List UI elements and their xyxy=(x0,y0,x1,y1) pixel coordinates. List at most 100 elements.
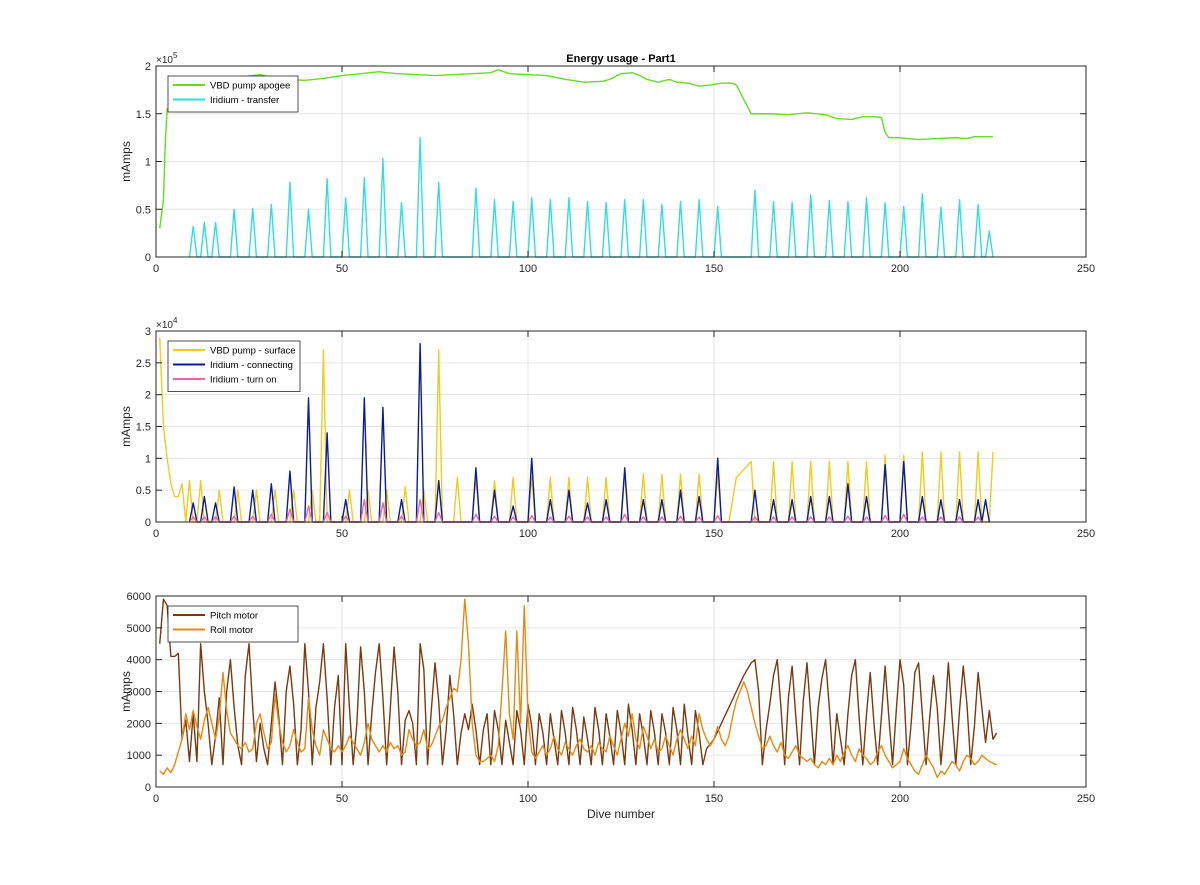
data-point xyxy=(765,728,768,731)
panel-3: 0 50 100 150 200 250 0 1000 2000 3000 4000 5000 6000… xyxy=(119,591,1095,821)
data-point xyxy=(753,189,756,192)
data-point xyxy=(344,642,347,645)
data-point xyxy=(307,208,310,211)
data-point xyxy=(701,728,704,731)
data-point xyxy=(869,671,872,674)
data-point xyxy=(809,757,812,760)
data-point xyxy=(660,498,663,501)
data-point xyxy=(363,498,366,501)
data-point xyxy=(772,460,775,463)
data-point xyxy=(285,750,288,753)
data-point xyxy=(984,757,987,760)
data-point xyxy=(422,728,425,731)
data-point xyxy=(422,668,425,671)
data-point xyxy=(623,513,626,516)
data-point xyxy=(467,728,470,731)
data-point xyxy=(977,671,980,674)
data-point xyxy=(229,658,232,661)
data-point xyxy=(891,766,894,769)
data-point xyxy=(683,738,686,741)
data-point xyxy=(292,728,295,731)
data-point xyxy=(690,763,693,766)
y-tick-label: 2 xyxy=(145,61,151,73)
data-point xyxy=(236,744,239,747)
data-point xyxy=(500,690,503,693)
data-point xyxy=(627,735,630,738)
data-point xyxy=(233,706,236,709)
data-point xyxy=(393,747,396,750)
data-point xyxy=(203,221,206,224)
legend: VBD pump apogee Iridium - transfer xyxy=(167,75,299,113)
data-point xyxy=(750,706,753,709)
data-point xyxy=(850,674,853,677)
data-point xyxy=(720,82,723,85)
data-point xyxy=(426,747,429,750)
y-tick-label: 2.5 xyxy=(136,358,151,370)
data-point xyxy=(876,750,879,753)
data-point xyxy=(638,74,641,77)
data-point xyxy=(326,696,329,699)
data-point xyxy=(493,489,496,492)
data-point xyxy=(527,715,530,718)
data-point xyxy=(657,750,660,753)
data-point xyxy=(716,457,719,460)
data-point xyxy=(374,671,377,674)
data-point xyxy=(225,690,228,693)
data-point xyxy=(363,690,366,693)
data-point xyxy=(575,728,578,731)
data-point xyxy=(549,498,552,501)
data-point xyxy=(463,712,466,715)
data-point xyxy=(381,406,384,409)
data-point xyxy=(527,73,530,76)
data-point xyxy=(958,709,961,712)
data-point xyxy=(233,738,236,741)
y-exponent-label: ×104 xyxy=(156,316,178,331)
data-point xyxy=(969,757,972,760)
data-point xyxy=(884,131,887,134)
data-point xyxy=(314,744,317,747)
data-point xyxy=(188,728,191,731)
data-point xyxy=(835,712,838,715)
data-point xyxy=(936,776,939,779)
y-exponent-power: 4 xyxy=(173,316,178,325)
data-point xyxy=(824,658,827,661)
data-point xyxy=(460,731,463,734)
data-point xyxy=(977,498,980,501)
data-point xyxy=(854,760,857,763)
y-tick-label: 2 xyxy=(145,390,151,402)
data-point xyxy=(530,457,533,460)
data-point xyxy=(884,754,887,757)
data-point xyxy=(846,515,849,518)
data-point xyxy=(158,642,161,645)
data-point xyxy=(850,754,853,757)
data-point xyxy=(620,738,623,741)
data-point xyxy=(586,738,589,741)
data-point xyxy=(605,515,608,518)
data-point xyxy=(809,460,812,463)
data-point xyxy=(489,71,492,74)
data-point xyxy=(742,674,745,677)
legend: Pitch motor Roll motor xyxy=(167,605,299,643)
x-tick-label: 200 xyxy=(891,528,909,540)
data-point xyxy=(939,450,942,453)
x-tick-label: 100 xyxy=(519,528,537,540)
data-point xyxy=(404,750,407,753)
x-tick-label: 100 xyxy=(519,793,537,805)
data-point xyxy=(977,760,980,763)
data-point xyxy=(181,738,184,741)
data-point xyxy=(341,763,344,766)
data-point xyxy=(177,750,180,753)
data-point xyxy=(456,690,459,693)
data-point xyxy=(385,763,388,766)
data-point xyxy=(381,157,384,160)
data-point xyxy=(880,744,883,747)
data-point xyxy=(363,741,366,744)
data-point xyxy=(977,515,980,518)
data-point xyxy=(988,230,991,233)
data-point xyxy=(236,489,239,492)
data-point xyxy=(586,476,589,479)
data-point xyxy=(772,200,775,203)
data-point xyxy=(493,479,496,482)
data-point xyxy=(872,115,875,118)
data-point xyxy=(381,696,384,699)
